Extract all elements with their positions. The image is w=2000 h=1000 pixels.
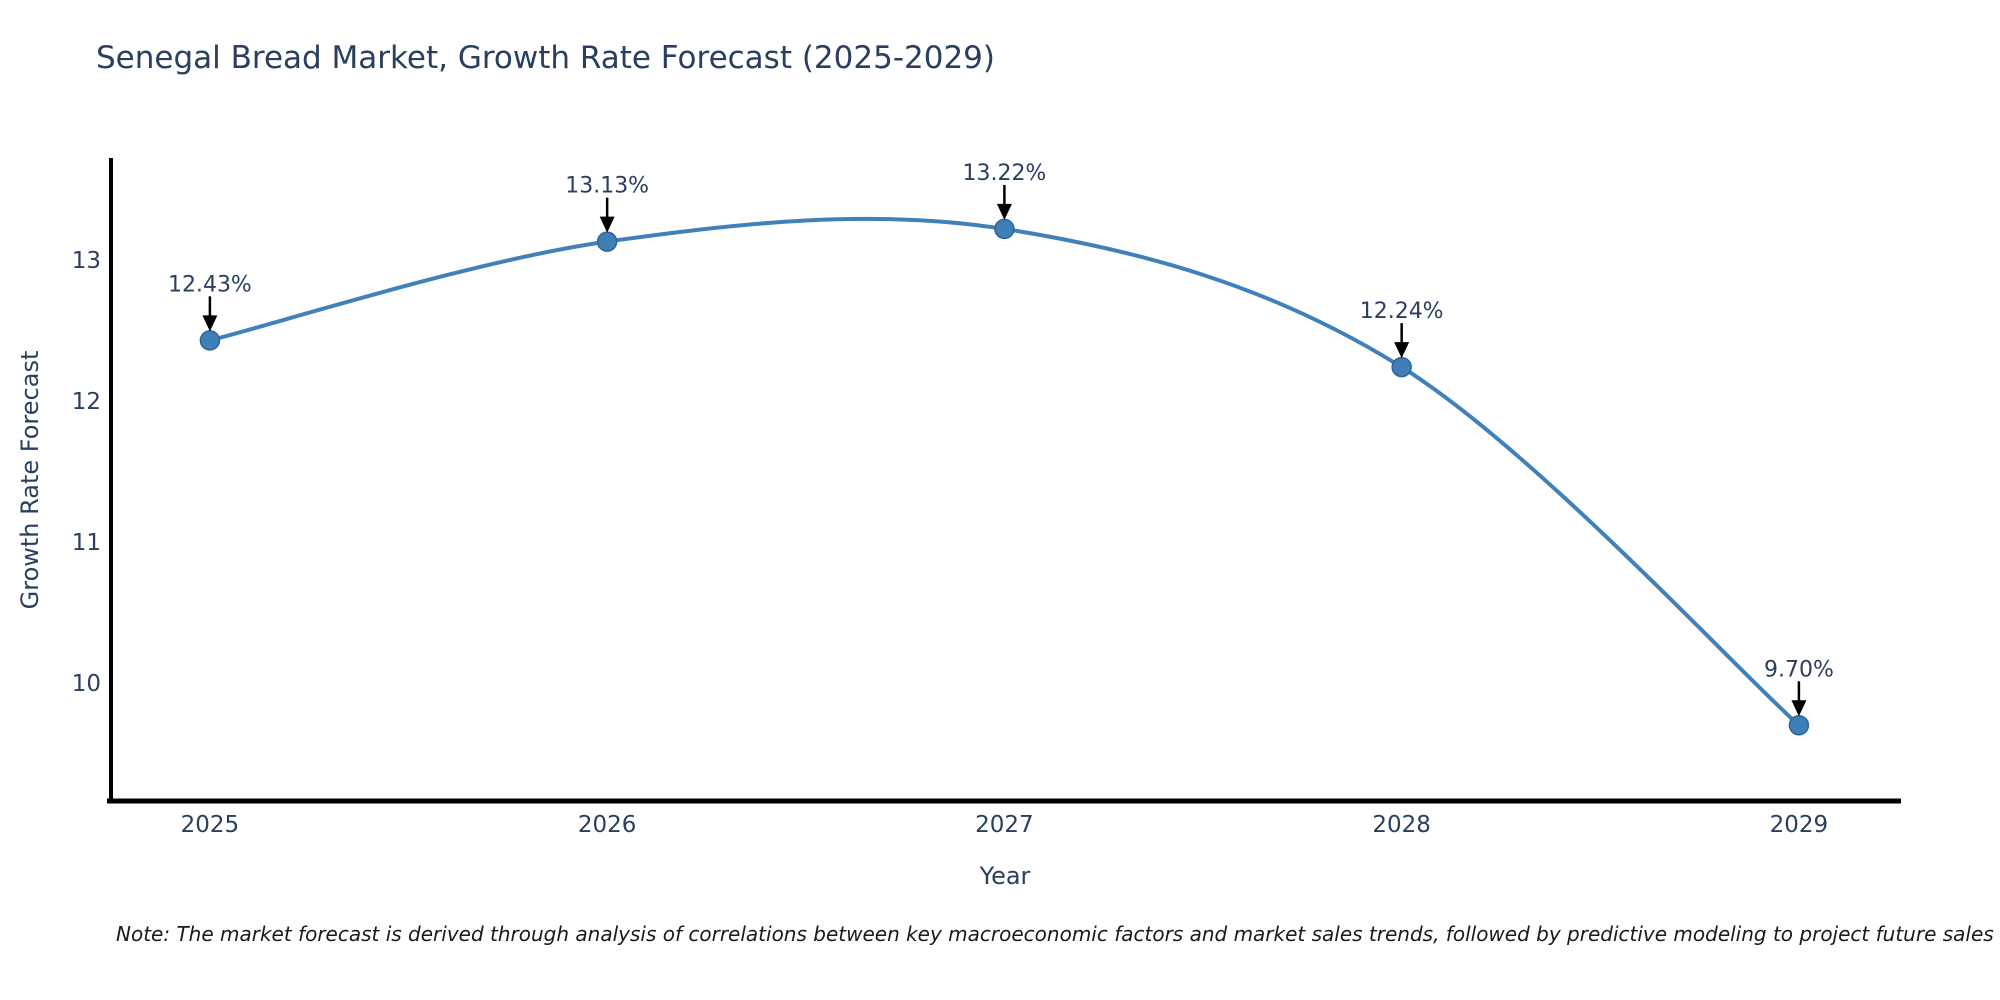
data-point-marker (1391, 356, 1412, 378)
data-point-marker (596, 231, 618, 252)
point-value-label: 12.24% (1360, 299, 1444, 324)
point-value-label: 13.22% (962, 161, 1046, 186)
x-tick-label: 2026 (578, 812, 637, 838)
data-point-marker (199, 330, 221, 351)
x-tick-label: 2028 (1372, 812, 1431, 838)
x-tick-label: 2029 (1770, 812, 1829, 838)
point-value-label: 9.70% (1764, 657, 1834, 682)
y-tick-label: 13 (72, 248, 101, 274)
annotation-arrowhead-icon (202, 315, 218, 332)
point-value-label: 13.13% (565, 174, 649, 199)
footnote: Note: The market forecast is derived thr… (116, 922, 1994, 946)
y-tick-label: 11 (72, 530, 101, 556)
x-tick-label: 2027 (975, 812, 1034, 838)
annotation-arrowhead-icon (1791, 700, 1807, 717)
data-point-marker (1788, 715, 1810, 736)
annotation-arrowhead-icon (1394, 342, 1410, 359)
x-axis-title: Year (979, 862, 1031, 890)
chart-title: Senegal Bread Market, Growth Rate Foreca… (96, 40, 995, 76)
x-tick-label: 2025 (181, 812, 240, 838)
series-line (207, 216, 1801, 728)
point-value-label: 12.43% (168, 272, 252, 297)
data-point-marker (994, 218, 1015, 240)
y-tick-label: 12 (72, 389, 101, 415)
annotation-arrowhead-icon (599, 216, 615, 233)
y-tick-label: 10 (72, 671, 101, 697)
annotation-arrowhead-icon (996, 203, 1012, 220)
